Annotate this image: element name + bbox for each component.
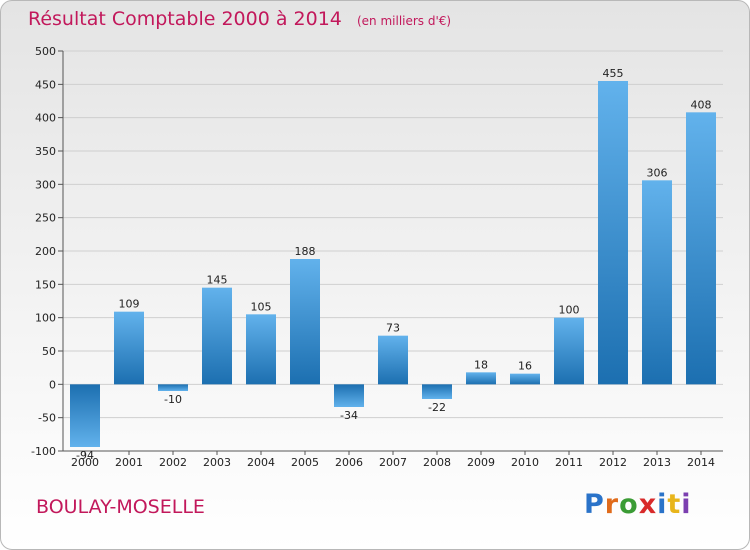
x-tick-label: 2012 [599, 456, 627, 469]
y-tick-label: 150 [35, 278, 56, 291]
bar-2009 [466, 372, 496, 385]
x-tick-label: 2008 [423, 456, 451, 469]
x-axis-ticks: 2000 2001 2002 2003 2004 2005 2006 2007 2008 2009… [71, 451, 715, 469]
chart-title-block: Résultat Comptable 2000 à 2014 (en milli… [28, 8, 451, 30]
data-label-2001: 109 [119, 298, 140, 311]
data-label-2006: -34 [340, 409, 358, 422]
chart-unit: (en milliers d'€) [356, 14, 452, 28]
y-tick-label: -100 [31, 445, 56, 458]
y-tick-label: 400 [35, 112, 56, 125]
x-tick-label: 2002 [159, 456, 187, 469]
x-tick-label: 2004 [247, 456, 275, 469]
x-tick-label: 2010 [511, 456, 539, 469]
x-tick-label: 2009 [467, 456, 495, 469]
bar-2014 [686, 112, 716, 385]
bar-2010 [510, 373, 540, 385]
data-label-2013: 306 [647, 166, 668, 179]
x-tick-label: 2003 [203, 456, 231, 469]
y-tick-label: 0 [49, 378, 56, 391]
bars [70, 81, 716, 447]
bar-2001 [114, 311, 144, 385]
data-label-2012: 455 [603, 67, 624, 80]
x-tick-label: 2013 [643, 456, 671, 469]
y-tick-label: 300 [35, 178, 56, 191]
bar-2004 [246, 314, 276, 385]
x-tick-label: 2005 [291, 456, 319, 469]
data-label-2003: 145 [207, 274, 228, 287]
bar-2011 [554, 317, 584, 385]
y-tick-label: 250 [35, 212, 56, 225]
data-labels: -94 109 -10 145 105 188 -34 73 -22 18 16 100 455 306 4… [76, 67, 711, 462]
bar-2000 [70, 384, 100, 447]
x-tick-label: 2001 [115, 456, 143, 469]
bar-2005 [290, 259, 320, 385]
data-label-2005: 188 [295, 245, 316, 258]
bar-2007 [378, 335, 408, 385]
chart-title: Résultat Comptable 2000 à 2014 [28, 8, 342, 30]
y-tick-label: 500 [35, 45, 56, 58]
bar-2003 [202, 287, 232, 385]
data-label-2014: 408 [691, 98, 712, 111]
x-tick-label: 2000 [71, 456, 99, 469]
place-name: BOULAY-MOSELLE [36, 496, 205, 518]
bar-2006 [334, 384, 364, 407]
data-label-2002: -10 [164, 393, 182, 406]
x-tick-label: 2006 [335, 456, 363, 469]
data-label-2008: -22 [428, 401, 446, 414]
proxiti-logo: Proxiti [584, 489, 692, 520]
x-tick-label: 2007 [379, 456, 407, 469]
data-label-2007: 73 [386, 322, 400, 335]
bar-2002 [158, 384, 188, 391]
bar-2008 [422, 384, 452, 399]
y-tick-label: 50 [42, 345, 56, 358]
y-tick-label: 450 [35, 78, 56, 91]
data-label-2004: 105 [251, 300, 272, 313]
x-tick-label: 2011 [555, 456, 583, 469]
y-tick-label: -50 [38, 412, 56, 425]
y-tick-label: 200 [35, 245, 56, 258]
data-label-2009: 18 [474, 358, 488, 371]
y-tick-label: 350 [35, 145, 56, 158]
data-label-2011: 100 [559, 304, 580, 317]
bar-2012 [598, 81, 628, 385]
data-label-2000: -94 [76, 449, 94, 462]
y-axis-ticks: -100 -50 0 50 100 150 200 250 300 350 400 450 500 [31, 45, 63, 458]
data-label-2010: 16 [518, 360, 532, 373]
y-tick-label: 100 [35, 312, 56, 325]
bar-2013 [642, 180, 672, 385]
x-tick-label: 2014 [687, 456, 715, 469]
